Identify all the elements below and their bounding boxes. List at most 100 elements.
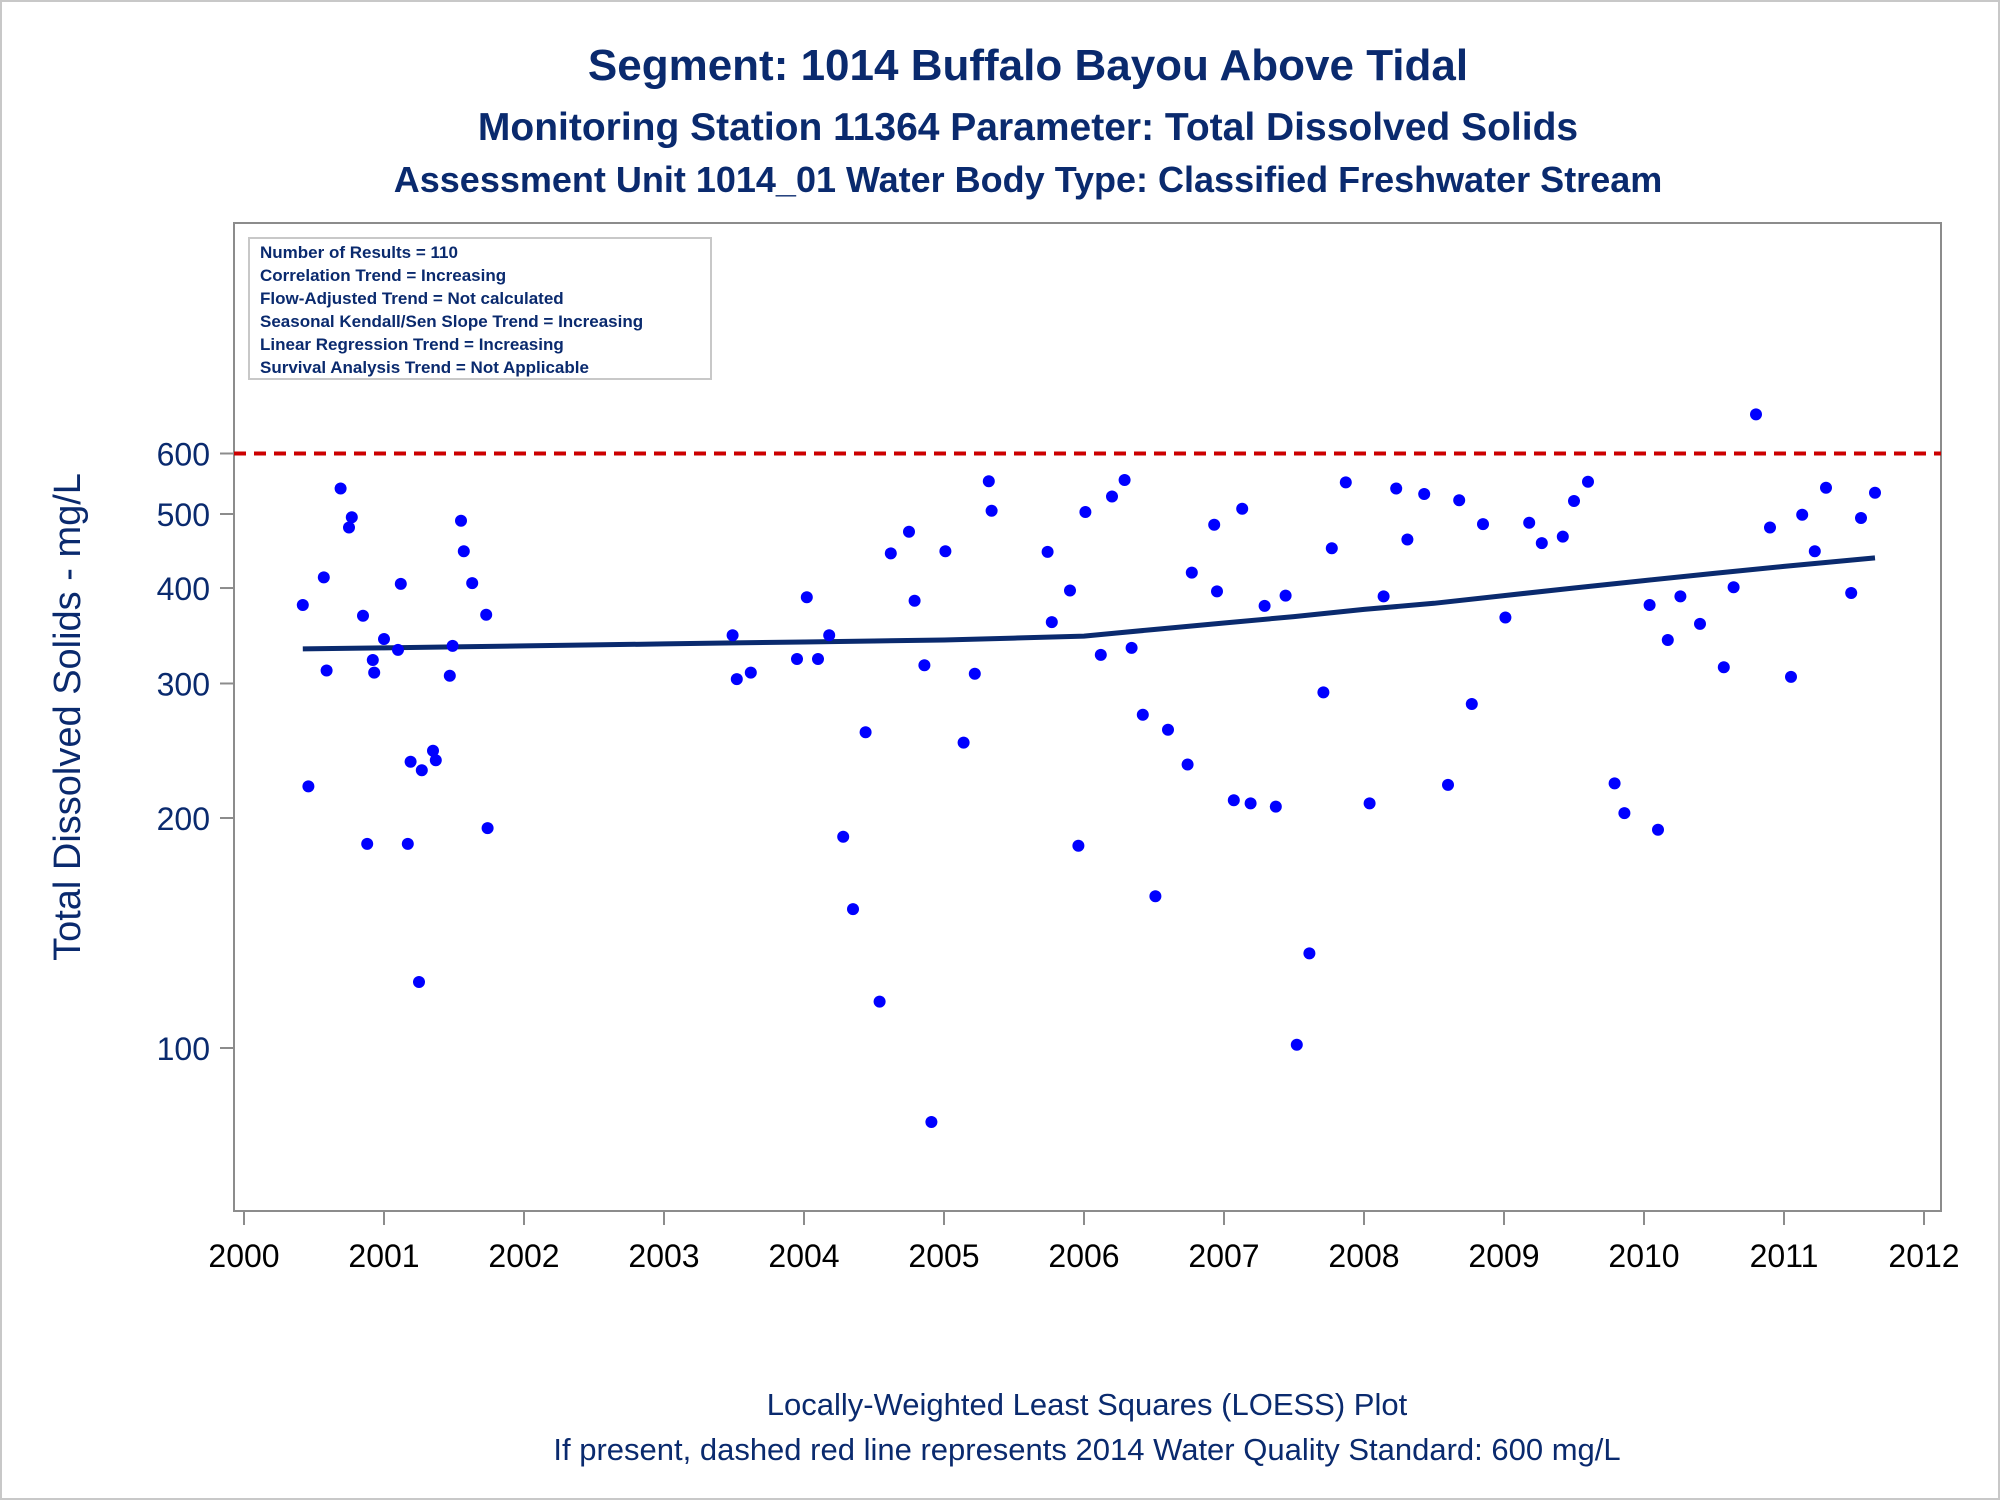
data-point	[480, 608, 493, 621]
data-point	[394, 577, 407, 590]
data-point	[320, 664, 333, 677]
data-point	[1136, 708, 1149, 721]
y-tick-label: 300	[157, 666, 210, 702]
data-point	[1045, 616, 1058, 629]
data-point	[1118, 474, 1131, 486]
data-point	[744, 666, 757, 679]
data-point	[1568, 495, 1580, 507]
data-point	[1106, 490, 1118, 503]
x-tick-label: 2011	[1750, 1238, 1819, 1274]
data-point	[481, 822, 494, 835]
data-point	[791, 653, 803, 665]
x-tick-label: 2000	[208, 1238, 279, 1274]
footnote-loess: Locally-Weighted Least Squares (LOESS) P…	[767, 1387, 1408, 1422]
x-axis: 2000 2001 2002 2003 2004 2005 2006 2007 2008 2009…	[208, 1211, 1960, 1274]
stats-line-correlation: Correlation Trend = Increasing	[260, 266, 506, 285]
data-point	[1290, 1038, 1303, 1051]
data-point	[837, 830, 850, 843]
data-point	[1227, 794, 1240, 807]
data-point	[1785, 670, 1797, 683]
data-point	[1855, 512, 1867, 524]
loess-trend-line	[302, 555, 1876, 652]
data-point	[1727, 581, 1740, 594]
y-tick-label: 400	[157, 571, 210, 607]
data-point	[812, 653, 824, 665]
data-point	[1608, 777, 1621, 790]
data-point	[466, 577, 479, 590]
x-tick-label: 2004	[768, 1238, 839, 1274]
x-tick-label: 2008	[1328, 1238, 1399, 1274]
data-point	[357, 609, 369, 622]
data-point	[1236, 502, 1249, 515]
data-point	[939, 545, 952, 558]
stats-line-survival-analysis: Survival Analysis Trend = Not Applicable	[260, 358, 589, 377]
data-point	[957, 736, 970, 749]
chart-subtitle-1: Monitoring Station 11364 Parameter: Tota…	[478, 106, 1578, 149]
y-axis-label: Total Dissolved Solids - mg/L	[47, 473, 89, 961]
data-point	[392, 643, 404, 656]
data-point	[1401, 533, 1414, 546]
data-point	[1064, 584, 1076, 597]
data-point	[1269, 800, 1282, 813]
data-point	[368, 666, 381, 679]
data-point	[1317, 686, 1330, 699]
data-point	[1303, 947, 1316, 960]
data-point	[1363, 797, 1376, 810]
data-point	[873, 995, 886, 1008]
data-point	[1869, 486, 1881, 499]
stats-line-results: Number of Results = 110	[260, 243, 458, 262]
data-point	[1499, 611, 1512, 624]
plot-area	[233, 222, 1942, 1212]
data-point	[1764, 521, 1776, 534]
data-point	[334, 482, 347, 495]
y-tick-label: 200	[157, 801, 210, 837]
data-point	[925, 1116, 938, 1128]
data-point	[1556, 530, 1569, 543]
data-point	[1535, 537, 1548, 550]
data-point	[296, 599, 309, 611]
x-tick-label: 2010	[1608, 1238, 1679, 1274]
data-point	[985, 504, 998, 517]
data-point	[446, 639, 459, 652]
data-point	[1094, 648, 1107, 661]
data-point	[429, 754, 442, 767]
data-point	[1618, 807, 1631, 820]
data-point	[1181, 758, 1194, 771]
data-point	[1717, 661, 1730, 674]
data-point	[378, 633, 390, 645]
data-point	[823, 629, 836, 642]
data-point	[1796, 508, 1809, 521]
data-point	[1390, 482, 1403, 495]
stats-box-border	[248, 237, 712, 380]
data-point	[302, 780, 315, 793]
data-point	[1845, 587, 1858, 599]
data-point	[1652, 823, 1664, 836]
data-point	[859, 726, 872, 739]
data-point	[1325, 542, 1338, 555]
data-point	[1442, 778, 1454, 791]
data-point	[1162, 723, 1174, 736]
data-point	[1185, 566, 1198, 579]
data-point	[404, 755, 417, 768]
data-point	[343, 521, 355, 534]
data-point	[1643, 599, 1656, 611]
data-point	[361, 837, 374, 850]
y-tick-label: 500	[157, 497, 210, 533]
x-tick-label: 2001	[348, 1238, 419, 1274]
data-point	[968, 667, 981, 680]
data-point	[1808, 545, 1821, 558]
data-point	[1661, 634, 1674, 646]
data-point	[317, 571, 330, 584]
data-point	[1750, 408, 1762, 421]
stats-line-linear-regression: Linear Regression Trend = Increasing	[260, 335, 564, 354]
data-point	[1418, 488, 1431, 500]
x-tick-label: 2009	[1468, 1238, 1539, 1274]
data-point	[1125, 641, 1138, 654]
data-point	[1523, 516, 1536, 529]
x-tick-label: 2006	[1048, 1238, 1119, 1274]
x-tick-label: 2007	[1188, 1238, 1259, 1274]
data-point	[1377, 590, 1390, 603]
y-axis: 100 200 300 400 500 600	[157, 436, 234, 1067]
data-point	[847, 903, 859, 916]
